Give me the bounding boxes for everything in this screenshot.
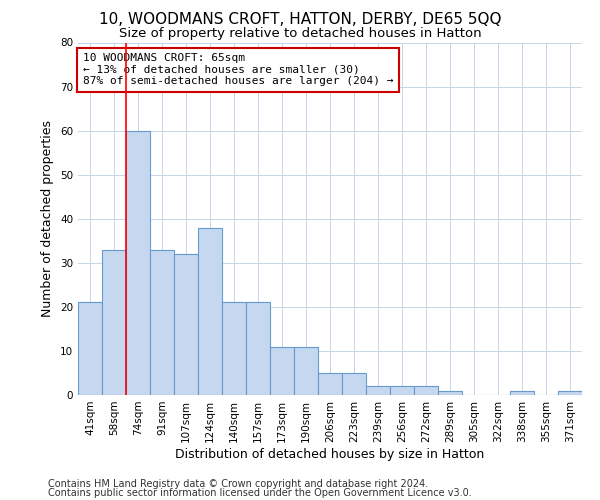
X-axis label: Distribution of detached houses by size in Hatton: Distribution of detached houses by size … xyxy=(175,448,485,460)
Bar xyxy=(126,130,150,395)
Bar xyxy=(78,302,102,395)
Bar xyxy=(270,346,294,395)
Bar xyxy=(198,228,222,395)
Bar xyxy=(222,302,246,395)
Bar xyxy=(294,346,318,395)
Text: 10 WOODMANS CROFT: 65sqm
← 13% of detached houses are smaller (30)
87% of semi-d: 10 WOODMANS CROFT: 65sqm ← 13% of detach… xyxy=(83,53,394,86)
Bar xyxy=(246,302,270,395)
Bar xyxy=(366,386,390,395)
Text: Contains public sector information licensed under the Open Government Licence v3: Contains public sector information licen… xyxy=(48,488,472,498)
Bar xyxy=(102,250,126,395)
Bar xyxy=(390,386,414,395)
Bar xyxy=(438,390,462,395)
Bar xyxy=(150,250,174,395)
Bar xyxy=(342,373,366,395)
Y-axis label: Number of detached properties: Number of detached properties xyxy=(41,120,55,318)
Bar xyxy=(318,373,342,395)
Bar xyxy=(414,386,438,395)
Bar xyxy=(558,390,582,395)
Text: 10, WOODMANS CROFT, HATTON, DERBY, DE65 5QQ: 10, WOODMANS CROFT, HATTON, DERBY, DE65 … xyxy=(99,12,501,28)
Text: Contains HM Land Registry data © Crown copyright and database right 2024.: Contains HM Land Registry data © Crown c… xyxy=(48,479,428,489)
Text: Size of property relative to detached houses in Hatton: Size of property relative to detached ho… xyxy=(119,28,481,40)
Bar xyxy=(510,390,534,395)
Bar xyxy=(174,254,198,395)
